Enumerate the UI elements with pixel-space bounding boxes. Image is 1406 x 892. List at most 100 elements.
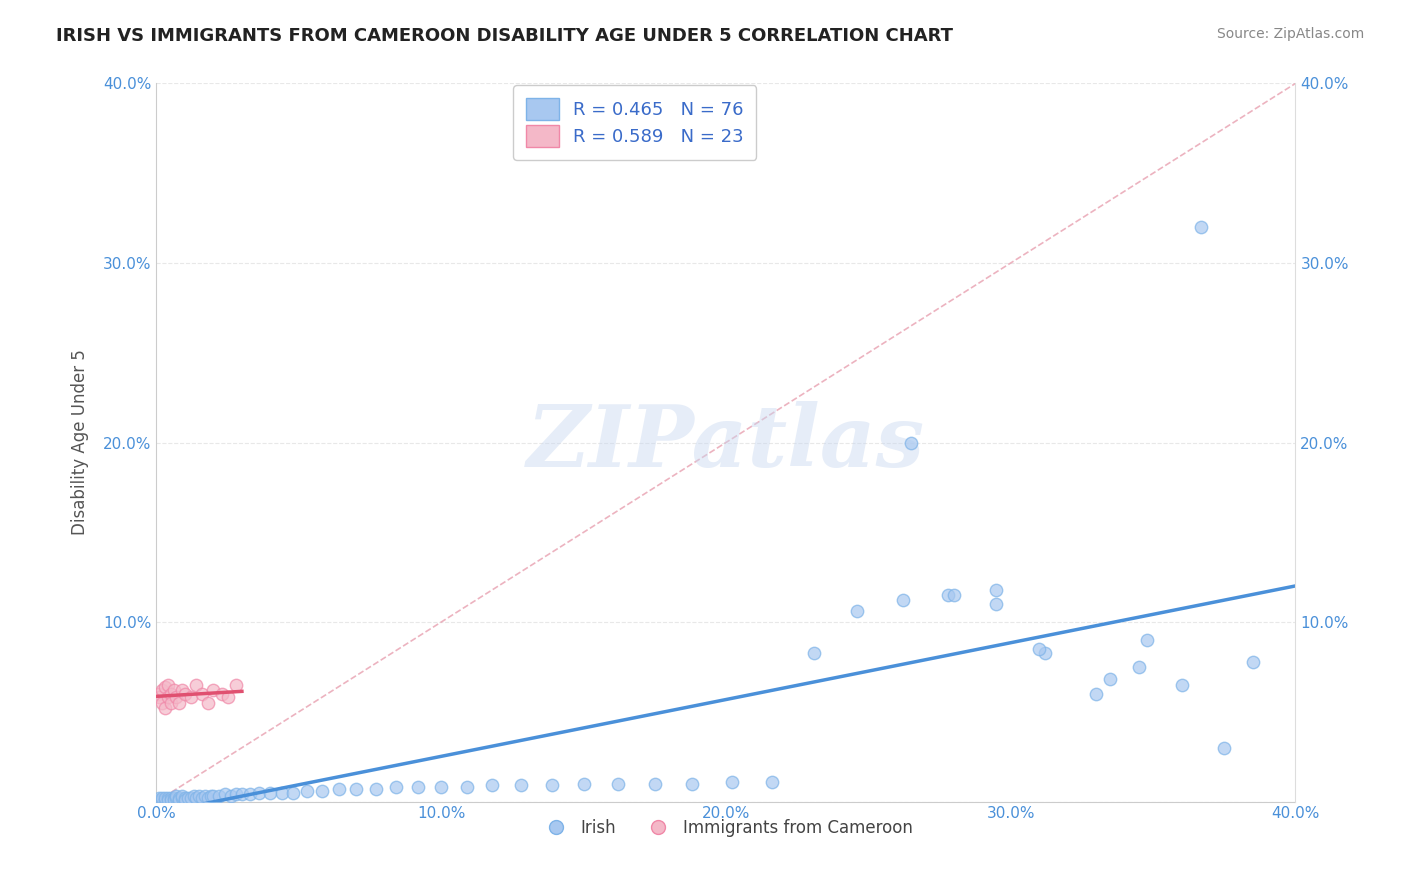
Point [1191,220,1213,235]
Point [153,701,176,715]
Point [572,776,595,790]
Point [156,678,179,692]
Point [169,793,191,807]
Point [165,690,187,705]
Point [162,683,184,698]
Point [936,588,959,602]
Point [986,582,1008,597]
Point [211,687,233,701]
Point [169,791,191,805]
Point [172,789,194,804]
Point [162,791,184,805]
Point [942,588,965,602]
Point [148,687,170,701]
Point [900,435,922,450]
Point [845,604,868,618]
Point [180,791,202,805]
Point [156,791,179,805]
Y-axis label: Disability Age Under 5: Disability Age Under 5 [72,350,89,535]
Point [153,793,176,807]
Point [197,696,219,710]
Point [172,683,194,698]
Point [541,779,564,793]
Point [803,646,825,660]
Point [239,788,262,802]
Point [481,779,503,793]
Point [644,776,666,790]
Text: ZIPatlas: ZIPatlas [527,401,925,484]
Point [225,788,247,802]
Point [165,789,187,804]
Point [186,791,208,805]
Point [1099,673,1122,687]
Point [681,776,703,790]
Point [219,789,242,804]
Point [156,793,179,807]
Point [197,791,219,805]
Point [1033,646,1056,660]
Point [986,597,1008,611]
Point [148,793,170,807]
Point [153,680,176,694]
Point [191,687,214,701]
Point [510,779,533,793]
Point [1128,660,1150,674]
Point [172,791,194,805]
Point [259,786,281,800]
Point [188,789,211,804]
Point [891,593,914,607]
Point [1136,632,1159,647]
Point [177,791,200,805]
Point [430,780,453,795]
Point [191,791,214,805]
Point [247,786,270,800]
Point [214,788,236,802]
Point [159,793,181,807]
Point [208,789,231,804]
Point [364,782,387,797]
Point [225,678,247,692]
Point [159,791,181,805]
Point [1085,687,1108,701]
Point [174,793,197,807]
Point [408,780,430,795]
Point [156,690,179,705]
Point [720,774,742,789]
Text: Source: ZipAtlas.com: Source: ZipAtlas.com [1216,27,1364,41]
Point [311,784,333,798]
Point [186,678,208,692]
Point [344,782,367,797]
Point [150,793,173,807]
Point [148,690,170,705]
Point [606,776,628,790]
Point [761,774,783,789]
Point [150,791,173,805]
Point [328,782,350,797]
Point [1241,655,1264,669]
Point [150,696,173,710]
Point [180,690,202,705]
Point [297,784,319,798]
Point [270,786,292,800]
Point [283,786,305,800]
Point [194,789,217,804]
Point [165,791,187,805]
Text: IRISH VS IMMIGRANTS FROM CAMEROON DISABILITY AGE UNDER 5 CORRELATION CHART: IRISH VS IMMIGRANTS FROM CAMEROON DISABI… [56,27,953,45]
Point [150,683,173,698]
Point [159,696,181,710]
Point [183,789,205,804]
Point [174,687,197,701]
Point [1213,740,1236,755]
Point [1170,678,1192,692]
Point [162,793,184,807]
Point [148,791,170,805]
Point [456,780,478,795]
Legend: Irish, Immigrants from Cameroon: Irish, Immigrants from Cameroon [533,813,920,844]
Point [217,690,239,705]
Point [174,791,197,805]
Point [200,789,222,804]
Point [153,791,176,805]
Point [384,780,406,795]
Point [169,696,191,710]
Point [1028,642,1050,657]
